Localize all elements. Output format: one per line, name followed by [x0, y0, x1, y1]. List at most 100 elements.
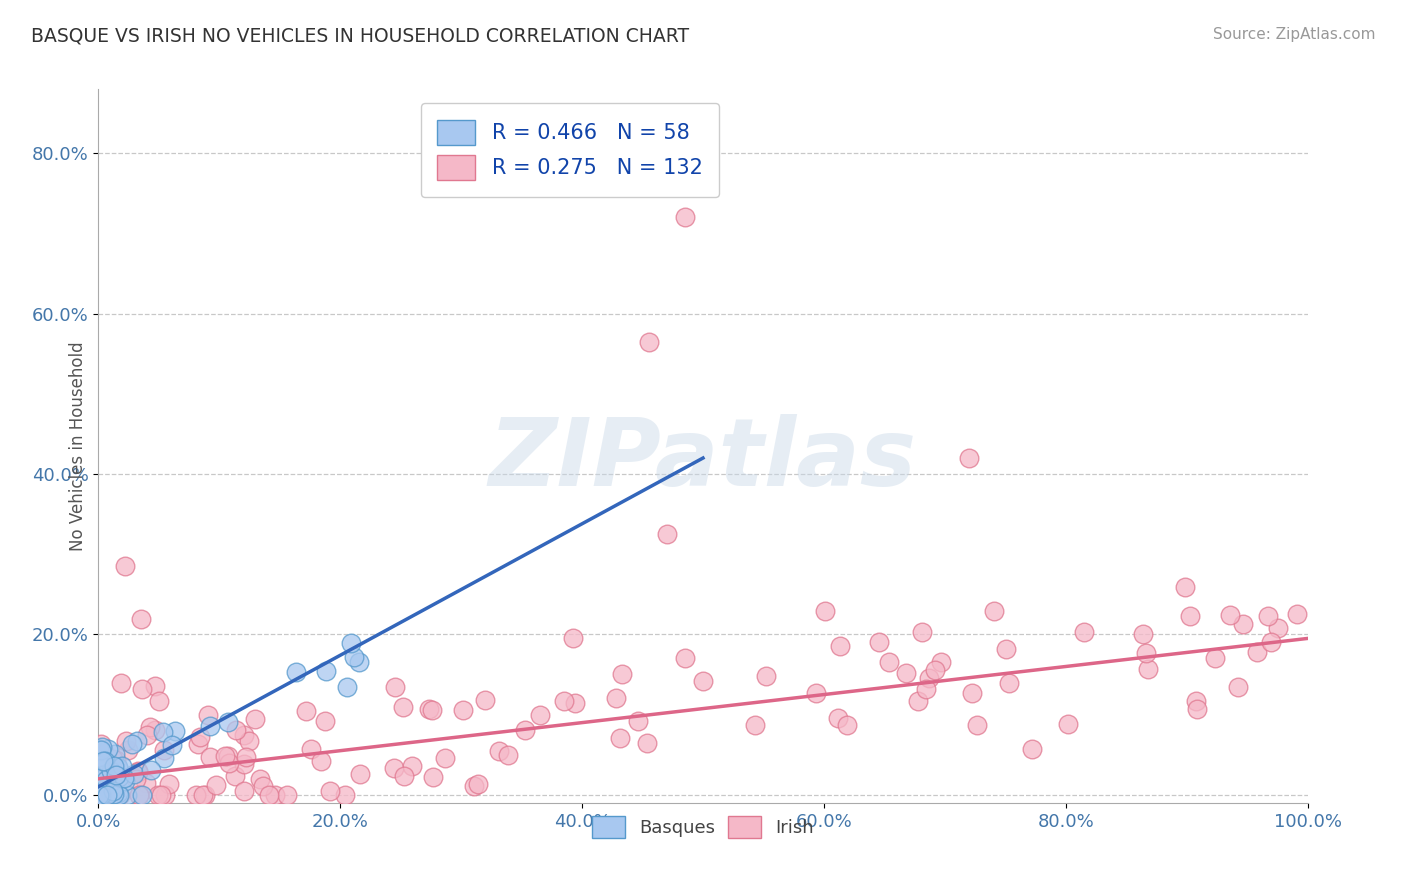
- Point: [225, 723, 247, 737]
- Point: [529, 707, 551, 722]
- Point: [232, 728, 254, 742]
- Point: [131, 788, 153, 802]
- Point: [453, 703, 475, 717]
- Point: [125, 772, 148, 786]
- Point: [100, 784, 122, 798]
- Point: [115, 788, 138, 802]
- Point: [1132, 627, 1154, 641]
- Point: [655, 527, 678, 541]
- Point: [157, 777, 180, 791]
- Point: [1257, 608, 1279, 623]
- Point: [496, 747, 519, 762]
- Point: [91, 768, 114, 782]
- Point: [114, 774, 136, 789]
- Point: [91, 785, 114, 799]
- Point: [243, 712, 266, 726]
- Point: [117, 743, 139, 757]
- Point: [907, 694, 929, 708]
- Point: [562, 631, 585, 645]
- Point: [129, 612, 152, 626]
- Point: [333, 788, 356, 802]
- Point: [94, 756, 117, 771]
- Point: [340, 636, 363, 650]
- Point: [877, 655, 900, 669]
- Point: [755, 669, 778, 683]
- Point: [692, 674, 714, 689]
- Point: [806, 685, 828, 699]
- Point: [1178, 609, 1201, 624]
- Point: [827, 711, 849, 725]
- Point: [1073, 624, 1095, 639]
- Point: [91, 752, 114, 766]
- Point: [217, 749, 239, 764]
- Point: [218, 756, 240, 771]
- Point: [924, 664, 946, 678]
- Point: [467, 777, 489, 791]
- Point: [148, 788, 170, 802]
- Point: [315, 664, 337, 678]
- Point: [100, 774, 122, 789]
- Point: [474, 693, 496, 707]
- Point: [463, 779, 485, 793]
- Point: [263, 788, 285, 802]
- Point: [89, 788, 111, 802]
- Point: [915, 681, 938, 696]
- Point: [1174, 580, 1197, 594]
- Point: [224, 768, 246, 782]
- Point: [1232, 617, 1254, 632]
- Point: [127, 764, 149, 779]
- Point: [336, 680, 359, 694]
- Point: [962, 686, 984, 700]
- Point: [401, 759, 423, 773]
- Point: [276, 788, 298, 802]
- Point: [384, 680, 406, 694]
- Point: [89, 771, 111, 785]
- Point: [1136, 662, 1159, 676]
- Point: [232, 757, 254, 772]
- Point: [128, 788, 150, 802]
- Point: [107, 770, 129, 784]
- Point: [349, 767, 371, 781]
- Y-axis label: No Vehicles in Household: No Vehicles in Household: [69, 341, 87, 551]
- Point: [285, 665, 308, 679]
- Point: [198, 719, 221, 733]
- Point: [238, 734, 260, 748]
- Point: [744, 718, 766, 732]
- Point: [101, 752, 124, 766]
- Point: [143, 679, 166, 693]
- Point: [93, 745, 115, 759]
- Point: [605, 691, 627, 706]
- Point: [127, 764, 149, 778]
- Point: [128, 788, 150, 802]
- Point: [235, 750, 257, 764]
- Point: [108, 788, 131, 802]
- Point: [103, 784, 125, 798]
- Point: [1057, 716, 1080, 731]
- Point: [90, 742, 112, 756]
- Point: [205, 778, 228, 792]
- Point: [108, 788, 131, 802]
- Point: [1227, 680, 1250, 694]
- Point: [983, 604, 1005, 618]
- Point: [257, 788, 280, 802]
- Point: [153, 788, 176, 802]
- Point: [382, 762, 405, 776]
- Point: [96, 788, 118, 802]
- Point: [814, 603, 837, 617]
- Point: [1185, 702, 1208, 716]
- Point: [1267, 621, 1289, 635]
- Point: [124, 767, 146, 781]
- Point: [252, 779, 274, 793]
- Point: [143, 723, 166, 737]
- Point: [188, 730, 211, 744]
- Point: [107, 761, 129, 775]
- Point: [1204, 651, 1226, 665]
- Point: [127, 734, 149, 748]
- Point: [103, 787, 125, 801]
- Point: [1260, 635, 1282, 649]
- Point: [90, 788, 112, 802]
- Point: [104, 768, 127, 782]
- Point: [673, 211, 696, 225]
- Point: [434, 751, 457, 765]
- Point: [418, 702, 440, 716]
